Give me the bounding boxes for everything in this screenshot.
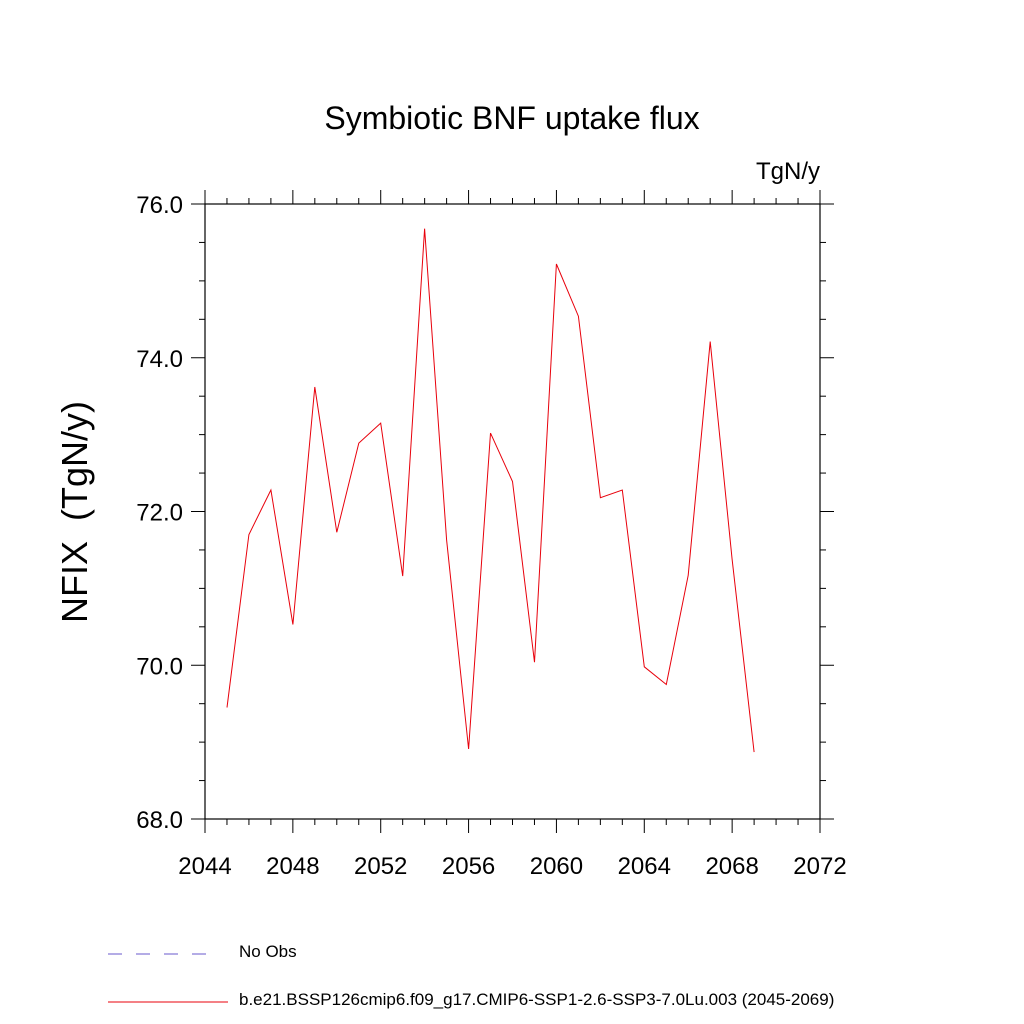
legend-swatch-dashed — [108, 953, 216, 955]
y-tick-label: 72.0 — [136, 500, 183, 527]
x-tick-label: 2072 — [793, 853, 846, 880]
legend-item-no-obs: No Obs — [108, 942, 908, 966]
y-tick-label: 70.0 — [136, 653, 183, 680]
legend-label-series: b.e21.BSSP126cmip6.f09_g17.CMIP6-SSP1-2.… — [239, 990, 835, 1009]
x-tick-label: 2048 — [266, 853, 319, 880]
tick-labels: 2044 2048 2052 2056 2060 2064 2068 2072 68.0 70.0… — [136, 192, 846, 880]
x-tick-label: 2060 — [530, 853, 583, 880]
series-line — [226, 228, 755, 753]
x-tick-label: 2052 — [354, 853, 407, 880]
legend-label-no-obs: No Obs — [239, 942, 297, 961]
legend-swatch-solid — [108, 1001, 228, 1003]
y-tick-label: 76.0 — [136, 192, 183, 219]
legend-item-series: b.e21.BSSP126cmip6.f09_g17.CMIP6-SSP1-2.… — [108, 990, 1008, 1014]
x-tick-label: 2064 — [618, 853, 671, 880]
y-tick-label: 68.0 — [136, 807, 183, 834]
series-group — [226, 228, 755, 753]
chart-title: Symbiotic BNF uptake flux — [324, 100, 700, 136]
y-tick-label: 74.0 — [136, 346, 183, 373]
units-label: TgN/y — [755, 158, 820, 185]
x-tick-label: 2044 — [178, 853, 231, 880]
x-tick-label: 2068 — [705, 853, 758, 880]
axis-ticks — [191, 190, 834, 833]
x-tick-label: 2056 — [442, 853, 495, 880]
